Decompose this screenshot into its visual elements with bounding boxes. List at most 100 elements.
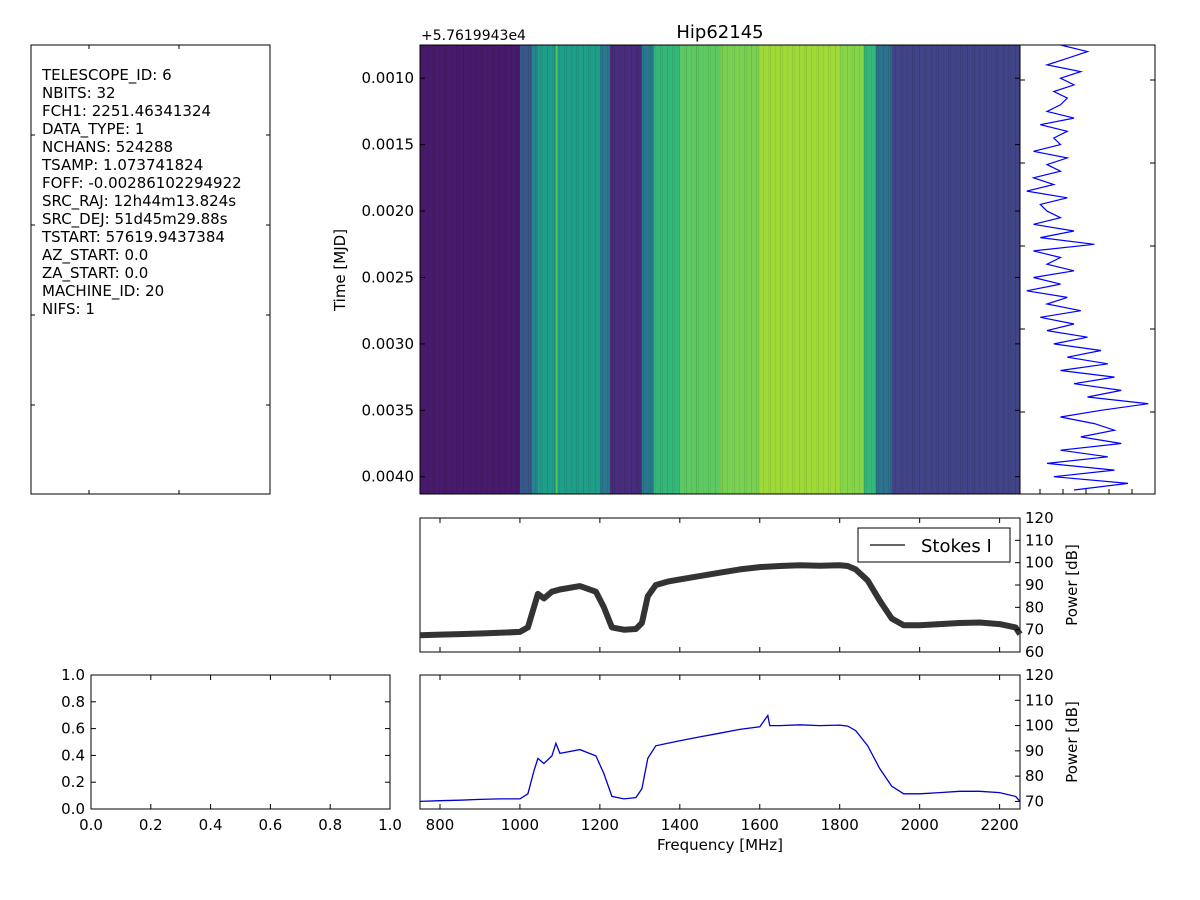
waterfall-stripe bbox=[576, 45, 577, 494]
waterfall-stripe bbox=[799, 45, 800, 494]
frequency-tick-label: 1200 bbox=[581, 816, 619, 834]
waterfall-stripe bbox=[552, 45, 553, 494]
waterfall-stripe bbox=[962, 45, 963, 494]
waterfall-stripe bbox=[787, 45, 788, 494]
waterfall-stripe bbox=[996, 45, 997, 494]
stokes-legend: Stokes I bbox=[857, 527, 1011, 563]
waterfall-stripe bbox=[758, 45, 759, 494]
waterfall-stripe bbox=[674, 45, 675, 494]
waterfall-stripe bbox=[835, 45, 836, 494]
waterfall-stripe bbox=[703, 45, 704, 494]
empty-y-tick-label: 1.0 bbox=[61, 666, 85, 684]
waterfall-stripe bbox=[624, 45, 625, 494]
waterfall-stripe bbox=[650, 45, 651, 494]
waterfall-stripe bbox=[830, 45, 831, 494]
header-line: NIFS: 1 bbox=[42, 300, 95, 318]
waterfall-stripe bbox=[722, 45, 723, 494]
waterfall-stripe bbox=[540, 45, 541, 494]
waterfall-plot: Hip62145 +5.7619943e4 0.0010 0.0015 0.0020… bbox=[331, 22, 1021, 495]
empty-y-tick-label: 0.8 bbox=[61, 693, 85, 711]
header-line: NBITS: 32 bbox=[42, 84, 116, 102]
header-line: AZ_START: 0.0 bbox=[42, 246, 148, 265]
waterfall-stripe bbox=[427, 45, 428, 494]
waterfall-stripe bbox=[696, 45, 697, 494]
waterfall-stripe bbox=[480, 45, 481, 494]
waterfall-stripe bbox=[876, 45, 877, 494]
waterfall-stripe bbox=[566, 45, 567, 494]
waterfall-stripe bbox=[631, 45, 632, 494]
frequency-tick-label: 1800 bbox=[821, 816, 859, 834]
empty-axes-ticks: 0.0 0.2 0.4 0.6 0.8 1.0 0.0 0.2 0.4 0.6 0.8 1.0 bbox=[61, 666, 402, 834]
waterfall-stripe bbox=[636, 45, 637, 494]
stokes-y-ticks: 60 70 80 90 100 110 120 bbox=[1015, 509, 1054, 661]
waterfall-stripe bbox=[571, 45, 572, 494]
header-line: SRC_DEJ: 51d45m29.88s bbox=[42, 210, 228, 229]
empty-x-tick-label: 0.6 bbox=[258, 816, 282, 834]
waterfall-stripe bbox=[816, 45, 817, 494]
time-series-line bbox=[1026, 44, 1149, 491]
waterfall-stripe bbox=[739, 45, 740, 494]
header-line: FOFF: -0.00286102294922 bbox=[42, 174, 242, 192]
waterfall-stripe bbox=[974, 45, 975, 494]
stokes-line bbox=[419, 562, 1023, 639]
waterfall-stripe bbox=[643, 45, 644, 494]
waterfall-stripe bbox=[890, 45, 891, 494]
waterfall-stripe bbox=[864, 45, 865, 494]
waterfall-stripe bbox=[914, 45, 915, 494]
waterfall-stripe bbox=[842, 45, 843, 494]
waterfall-stripe bbox=[854, 45, 855, 494]
waterfall-stripe bbox=[883, 45, 884, 494]
waterfall-band bbox=[531, 45, 539, 494]
waterfall-band bbox=[609, 45, 643, 494]
waterfall-stripe bbox=[528, 45, 529, 494]
waterfall-stripe bbox=[919, 45, 920, 494]
waterfall-stripe bbox=[648, 45, 649, 494]
waterfall-stripe bbox=[686, 45, 687, 494]
waterfall-stripe bbox=[607, 45, 608, 494]
power-tick-label: 120 bbox=[1025, 509, 1054, 527]
waterfall-stripe bbox=[818, 45, 819, 494]
waterfall-stripe bbox=[542, 45, 543, 494]
header-panel-frame bbox=[30, 44, 271, 495]
waterfall-stripe bbox=[986, 45, 987, 494]
waterfall-stripe bbox=[763, 45, 764, 494]
power-tick-label: 110 bbox=[1025, 691, 1054, 709]
waterfall-stripe bbox=[468, 45, 469, 494]
waterfall-stripe bbox=[955, 45, 956, 494]
waterfall-stripe bbox=[564, 45, 565, 494]
waterfall-stripe bbox=[494, 45, 495, 494]
stokes-y-label: Power [dB] bbox=[1063, 544, 1081, 626]
waterfall-stripe bbox=[638, 45, 639, 494]
waterfall-stripe bbox=[878, 45, 879, 494]
empty-x-tick-label: 1.0 bbox=[378, 816, 402, 834]
waterfall-stripe bbox=[744, 45, 745, 494]
frequency-tick-label: 2200 bbox=[981, 816, 1019, 834]
waterfall-stripe bbox=[583, 45, 584, 494]
stokes-spectrum-plot: 60 70 80 90 100 110 120 Power [dB] Stokes I bbox=[419, 509, 1081, 661]
waterfall-band bbox=[641, 45, 655, 494]
waterfall-stripe bbox=[612, 45, 613, 494]
waterfall-stripe bbox=[600, 45, 601, 494]
waterfall-stripes bbox=[422, 45, 1021, 494]
waterfall-stripe bbox=[938, 45, 939, 494]
time-tick-label: 0.0010 bbox=[362, 69, 415, 87]
waterfall-stripe bbox=[626, 45, 627, 494]
empty-y-tick-label: 0.4 bbox=[61, 746, 85, 764]
power-tick-label: 80 bbox=[1025, 598, 1044, 616]
waterfall-stripe bbox=[559, 45, 560, 494]
waterfall-band bbox=[537, 45, 601, 494]
frequency-tick-label: 1400 bbox=[661, 816, 699, 834]
waterfall-stripe bbox=[991, 45, 992, 494]
waterfall-stripe bbox=[444, 45, 445, 494]
waterfall-stripe bbox=[470, 45, 471, 494]
waterfall-stripe bbox=[588, 45, 589, 494]
empty-axes-frame bbox=[90, 674, 391, 810]
waterfall-stripe bbox=[451, 45, 452, 494]
waterfall-stripe bbox=[960, 45, 961, 494]
waterfall-stripe bbox=[456, 45, 457, 494]
waterfall-stripe bbox=[458, 45, 459, 494]
waterfall-band bbox=[420, 45, 521, 494]
waterfall-band bbox=[891, 45, 1021, 494]
waterfall-stripe bbox=[895, 45, 896, 494]
